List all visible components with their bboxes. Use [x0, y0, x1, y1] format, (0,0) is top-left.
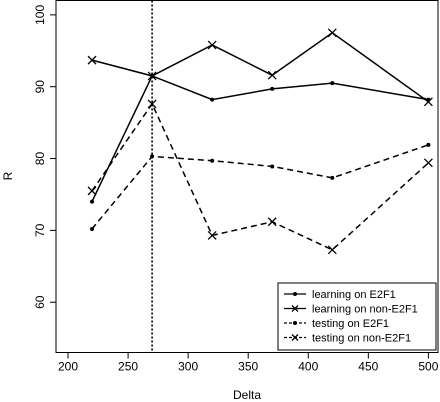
data-point-x-marker: [87, 55, 97, 65]
data-point-marker: [210, 158, 215, 163]
data-point-marker: [90, 199, 95, 204]
series-line: [91, 74, 429, 202]
data-point-marker: [293, 321, 297, 325]
data-point-x-marker: [87, 186, 97, 196]
data-point-x-marker: [267, 217, 277, 227]
data-point-marker: [270, 164, 275, 169]
data-point-x-marker: [291, 334, 299, 341]
plot-frame: [55, 0, 439, 353]
legend-label: testing on non-E2F1: [312, 333, 411, 345]
x-tick-label: 450: [358, 360, 378, 374]
data-point-x-marker: [267, 70, 277, 80]
legend-entry: testing on non-E2F1: [284, 333, 411, 345]
series-1: [90, 73, 431, 204]
series-group: [87, 28, 433, 255]
x-tick-label: 400: [298, 360, 318, 374]
data-point-marker: [270, 86, 275, 91]
series-line: [91, 31, 429, 103]
y-axis-label: R: [1, 171, 15, 180]
data-point-x-marker: [291, 305, 299, 312]
data-point-x-marker: [207, 230, 217, 240]
data-point-marker: [330, 175, 335, 180]
data-point-x-marker: [423, 158, 433, 168]
x-tick-label: 500: [418, 360, 438, 374]
data-point-x-marker: [423, 97, 433, 107]
x-axis-label: Delta: [233, 388, 261, 402]
data-point-x-marker: [147, 71, 157, 81]
y-tick-label: 70: [33, 223, 47, 237]
axes: 200 250 300 350 400 450 500 60 70 80 90 100: [33, 5, 439, 374]
legend-label: learning on E2F1: [312, 289, 396, 301]
data-point-marker: [426, 142, 431, 147]
data-point-x-marker: [327, 28, 337, 38]
data-point-marker: [293, 292, 297, 296]
data-point-marker: [330, 81, 335, 86]
series-4: [87, 99, 433, 255]
series-3: [90, 142, 431, 231]
legend-entry: learning on E2F1: [284, 289, 396, 301]
legend: learning on E2F1 learning on non-E2F1 test…: [277, 282, 437, 351]
x-tick-label: 350: [238, 360, 258, 374]
y-tick-label: 80: [33, 152, 47, 166]
y-tick-label: 100: [33, 5, 47, 25]
data-point-x-marker: [327, 245, 337, 255]
data-point-marker: [90, 226, 95, 231]
legend-entry: testing on E2F1: [284, 318, 389, 330]
y-tick-label: 60: [33, 295, 47, 309]
data-point-marker: [150, 154, 155, 159]
series-line: [91, 144, 429, 230]
series-2: [87, 28, 433, 107]
data-point-x-marker: [207, 40, 217, 50]
x-tick-label: 200: [58, 360, 78, 374]
y-tick-label: 90: [33, 80, 47, 94]
x-tick-label: 300: [178, 360, 198, 374]
data-point-x-marker: [147, 99, 157, 109]
legend-label: learning on non-E2F1: [312, 304, 418, 316]
series-line: [91, 102, 429, 251]
data-point-marker: [210, 97, 215, 102]
legend-entry: learning on non-E2F1: [284, 304, 418, 316]
x-tick-label: 250: [118, 360, 138, 374]
legend-label: testing on E2F1: [312, 318, 389, 330]
